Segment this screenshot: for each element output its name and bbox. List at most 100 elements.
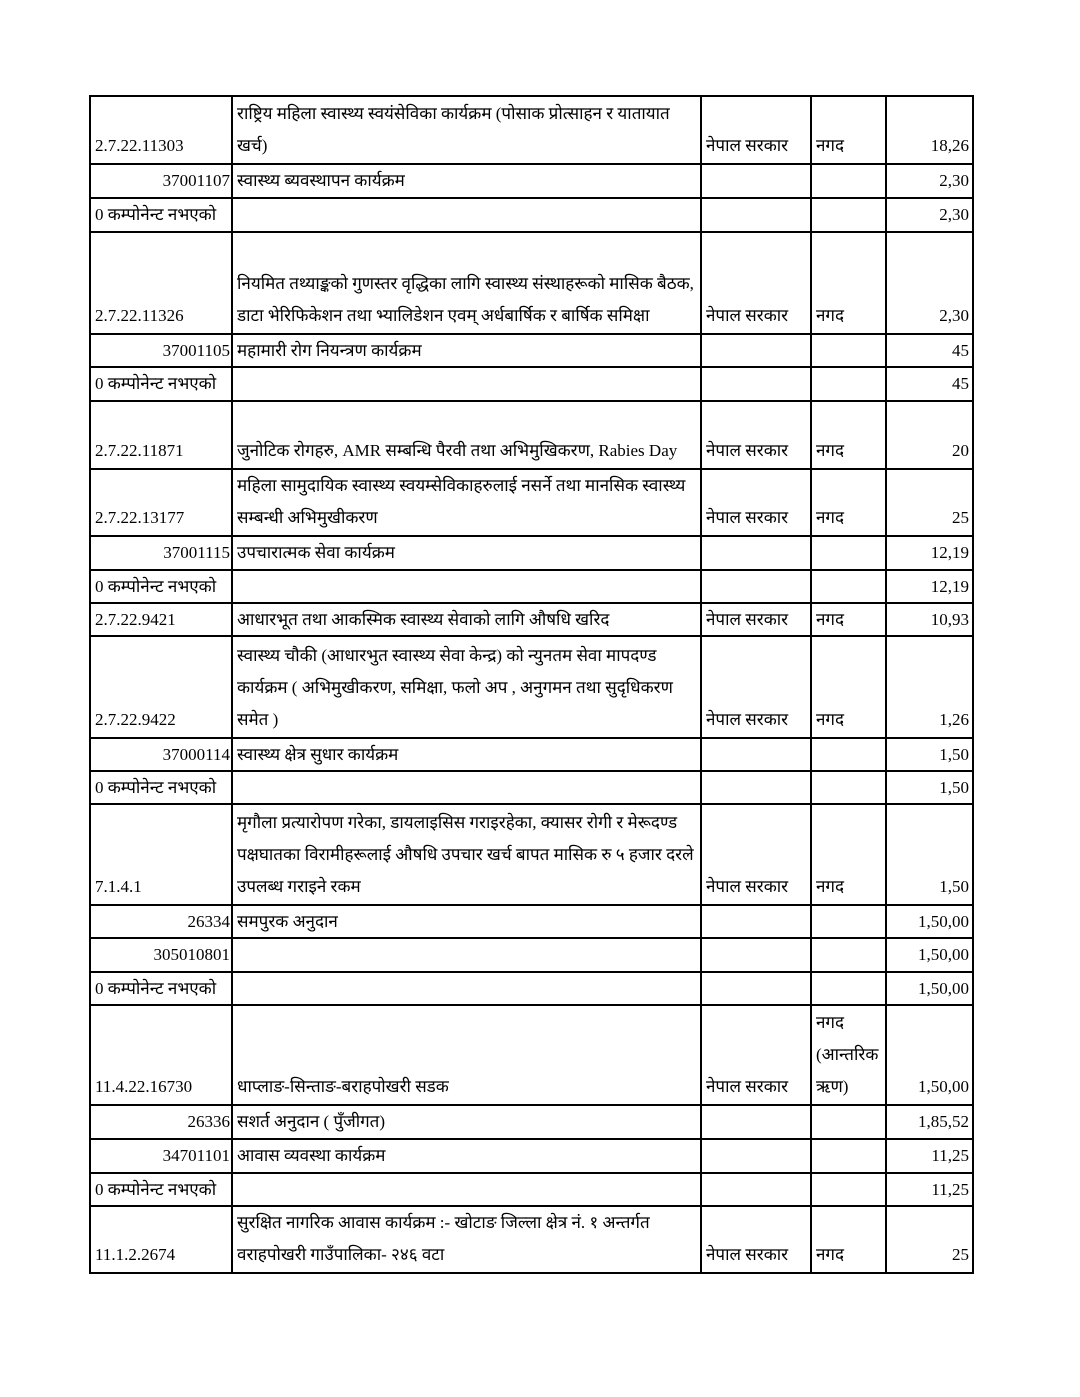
amount-cell: 12,19 — [885, 535, 974, 571]
code-cell-text: 11.1.2.2674 — [95, 1245, 176, 1264]
payment-cell: नगद — [810, 602, 887, 637]
amount-cell: 1,85,52 — [885, 1104, 974, 1140]
source-cell: नेपाल सरकार — [700, 602, 812, 637]
code-cell: 26336 — [89, 1104, 233, 1140]
description-cell: स्वास्थ्य ब्यवस्थापन कार्यक्रम — [231, 163, 702, 199]
source-cell: नेपाल सरकार — [700, 1205, 812, 1274]
code-cell: 0 कम्पोनेन्ट नभएको — [89, 569, 233, 604]
code-cell: 26334 — [89, 904, 233, 939]
table-row: 0 कम्पोनेन्ट नभएको 1,50,00 — [89, 971, 974, 1006]
code-cell: 2.7.22.11303 — [89, 95, 233, 165]
description-cell-text: आधारभूत तथा आकस्मिक स्वास्थ्य सेवाको लाग… — [237, 610, 610, 629]
description-cell-text: स्वास्थ्य चौकी (आधारभुत स्वास्थ्य सेवा क… — [237, 646, 673, 729]
code-cell-text: 2.7.22.9422 — [95, 710, 176, 729]
table-row: 37000114 स्वास्थ्य क्षेत्र सुधार कार्यक्र… — [89, 737, 974, 772]
code-cell: 37001107 — [89, 163, 233, 199]
code-cell: 0 कम्पोनेन्ट नभएको — [89, 770, 233, 805]
source-cell-text: नेपाल सरकार — [706, 1245, 789, 1264]
amount-cell-text: 1,50,00 — [918, 1077, 969, 1096]
amount-cell-text: 12,19 — [930, 543, 969, 562]
amount-cell: 1,50 — [885, 770, 974, 805]
payment-cell: नगद — [810, 400, 887, 470]
amount-cell: 1,50,00 — [885, 971, 974, 1006]
table-row: 37001107 स्वास्थ्य ब्यवस्थापन कार्यक्रम 2,… — [89, 163, 974, 199]
code-cell: 11.4.22.16730 — [89, 1004, 233, 1106]
description-cell-text: नियमित तथ्याङ्कको गुणस्तर वृद्धिका लागि … — [237, 274, 694, 325]
description-cell — [231, 569, 702, 604]
description-cell-text: सुरक्षित नागरिक आवास कार्यक्रम :- खोटाङ … — [237, 1213, 650, 1264]
code-cell: 11.1.2.2674 — [89, 1205, 233, 1274]
payment-cell — [810, 971, 887, 1006]
description-cell-text: जुनोटिक रोगहरु, AMR सम्बन्धि पैरवी तथा अ… — [237, 441, 678, 460]
payment-cell — [810, 1138, 887, 1174]
table-row: 37001115 उपचारात्मक सेवा कार्यक्रम 12,19 — [89, 535, 974, 571]
amount-cell: 1,50,00 — [885, 904, 974, 939]
description-cell: महिला सामुदायिक स्वास्थ्य स्वयम्सेविकाहर… — [231, 468, 702, 537]
source-cell — [700, 971, 812, 1006]
payment-cell — [810, 1104, 887, 1140]
payment-cell: नगद — [810, 1205, 887, 1274]
amount-cell: 1,50 — [885, 737, 974, 772]
code-cell-text: 7.1.4.1 — [95, 877, 142, 896]
amount-cell-text: 45 — [952, 341, 969, 360]
table-row: 0 कम्पोनेन्ट नभएको 11,25 — [89, 1172, 974, 1207]
payment-cell — [810, 569, 887, 604]
amount-cell-text: 11,25 — [931, 1180, 969, 1199]
payment-cell-text: नगद — [816, 610, 845, 629]
source-cell: नेपाल सरकार — [700, 468, 812, 537]
amount-cell-text: 1,50 — [939, 745, 969, 764]
payment-cell — [810, 737, 887, 772]
source-cell — [700, 1172, 812, 1207]
amount-cell: 45 — [885, 366, 974, 402]
payment-cell-text: नगद — [816, 136, 845, 155]
payment-cell: नगद — [810, 803, 887, 906]
amount-cell: 1,50,00 — [885, 937, 974, 973]
code-cell: 37001105 — [89, 333, 233, 368]
description-cell: नियमित तथ्याङ्कको गुणस्तर वृद्धिका लागि … — [231, 231, 702, 335]
amount-cell-text: 11,25 — [931, 1146, 969, 1165]
source-cell: नेपाल सरकार — [700, 1004, 812, 1106]
table-row: 2.7.22.9421 आधारभूत तथा आकस्मिक स्वास्थ्य… — [89, 602, 974, 637]
code-cell: 0 कम्पोनेन्ट नभएको — [89, 971, 233, 1006]
payment-cell — [810, 904, 887, 939]
description-cell-text: राष्ट्रिय महिला स्वास्थ्य स्वयंसेविका का… — [237, 104, 670, 155]
table-row: 0 कम्पोनेन्ट नभएको 45 — [89, 366, 974, 402]
payment-cell-text: नगद — [816, 710, 845, 729]
payment-cell: नगद — [810, 95, 887, 165]
payment-cell: नगद — [810, 468, 887, 537]
amount-cell-text: 1,85,52 — [918, 1112, 969, 1131]
payment-cell-text: नगद — [816, 306, 845, 325]
payment-cell — [810, 197, 887, 233]
table-row: 34701101 आवास व्यवस्था कार्यक्रम 11,25 — [89, 1138, 974, 1174]
code-cell-text: 34701101 — [162, 1146, 230, 1165]
description-cell — [231, 197, 702, 233]
table-row: 2.7.22.11871 जुनोटिक रोगहरु, AMR सम्बन्धि… — [89, 400, 974, 470]
description-cell — [231, 937, 702, 973]
code-cell-text: 11.4.22.16730 — [95, 1077, 193, 1096]
code-cell-text: 26336 — [187, 1112, 231, 1131]
code-cell-text: 37001105 — [162, 341, 230, 360]
amount-cell: 18,26 — [885, 95, 974, 165]
code-cell-text: 2.7.22.11303 — [95, 136, 184, 155]
code-cell: 2.7.22.9422 — [89, 635, 233, 739]
amount-cell-text: 25 — [952, 508, 969, 527]
amount-cell-text: 2,30 — [939, 306, 969, 325]
table-row: 305010801 1,50,00 — [89, 937, 974, 973]
source-cell — [700, 737, 812, 772]
description-cell-text: सशर्त अनुदान ( पुँजीगत) — [237, 1112, 386, 1131]
amount-cell-text: 1,50 — [939, 778, 969, 797]
amount-cell-text: 1,50,00 — [918, 945, 969, 964]
description-cell-text: स्वास्थ्य ब्यवस्थापन कार्यक्रम — [237, 171, 405, 190]
code-cell-text: 37001115 — [163, 543, 230, 562]
description-cell: जुनोटिक रोगहरु, AMR सम्बन्धि पैरवी तथा अ… — [231, 400, 702, 470]
code-cell: 2.7.22.11326 — [89, 231, 233, 335]
source-cell-text: नेपाल सरकार — [706, 1077, 789, 1096]
description-cell-text: धाप्लाङ-सिन्ताङ-बराहपोखरी सडक — [237, 1077, 449, 1096]
table-row: 0 कम्पोनेन्ट नभएको 12,19 — [89, 569, 974, 604]
table-row: 26336 सशर्त अनुदान ( पुँजीगत) 1,85,52 — [89, 1104, 974, 1140]
source-cell — [700, 904, 812, 939]
amount-cell-text: 2,30 — [939, 171, 969, 190]
code-cell: 2.7.22.9421 — [89, 602, 233, 637]
payment-cell — [810, 333, 887, 368]
amount-cell: 2,30 — [885, 231, 974, 335]
